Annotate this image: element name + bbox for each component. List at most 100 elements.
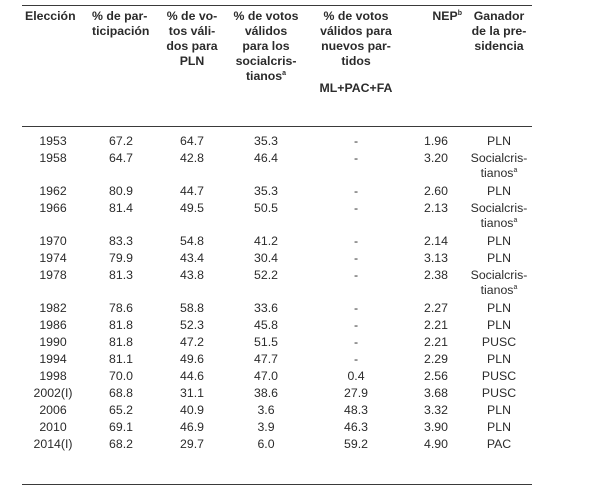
cell-social: 33.6 — [254, 301, 278, 315]
header-line: tianosa — [228, 69, 304, 84]
cell-nuevos: 0.4 — [347, 369, 365, 383]
table-body: 1953 67.2 64.7 35.3 - 1.96 PLN 1958 64.7 42.8 46.4… — [22, 120, 532, 454]
cell-pln: 47.2 — [180, 335, 204, 349]
cell-social: 3.6 — [257, 403, 275, 417]
ganador-line: Socialcris- — [468, 151, 530, 166]
cell-eleccion: 1962 — [39, 184, 67, 198]
cell-pln: 31.1 — [180, 386, 204, 400]
ganador-text: PLN — [487, 403, 511, 417]
cell-pln: 40.9 — [180, 403, 204, 417]
ganador-text: PLN — [487, 352, 511, 366]
cell-nep: 2.21 — [424, 335, 448, 349]
cell-pln: 64.7 — [180, 134, 204, 148]
ganador-line: Socialcris- — [468, 268, 530, 283]
ganador-text: tianos — [480, 283, 514, 297]
cell-ganador: PLN — [466, 318, 532, 335]
cell-social: 50.5 — [254, 201, 278, 215]
table-row: 1970 83.3 54.8 41.2 - 2.14 PLN — [22, 234, 532, 251]
header-eleccion: Elección — [22, 9, 84, 120]
ganador-text: Socialcris- — [470, 151, 528, 165]
ganador-line: PUSC — [468, 369, 530, 384]
cell-participacion: 69.1 — [109, 420, 133, 434]
cell-nep: 3.32 — [424, 403, 448, 417]
cell-eleccion: 2010 — [39, 420, 67, 434]
ganador-text: Socialcris- — [470, 268, 528, 282]
cell-participacion: 81.1 — [109, 352, 133, 366]
cell-participacion: 70.0 — [109, 369, 133, 383]
cell-nuevos: - — [353, 251, 359, 265]
ganador-line: tianosa — [468, 166, 530, 181]
header-nep-text: NEP — [432, 9, 458, 23]
cell-participacion: 68.2 — [109, 437, 133, 451]
table-row: 1986 81.8 52.3 45.8 - 2.21 PLN — [22, 318, 532, 335]
header-line: % de par- — [92, 9, 148, 23]
cell-eleccion: 2014(I) — [33, 437, 73, 451]
cell-social: 35.3 — [254, 184, 278, 198]
cell-pln: 43.8 — [180, 268, 204, 282]
header-line: % de votos — [233, 9, 299, 23]
table-row: 2014(I) 68.2 29.7 6.0 59.2 4.90 PAC — [22, 437, 532, 454]
table-row: 2006 65.2 40.9 3.6 48.3 3.32 PLN — [22, 403, 532, 420]
footnote-mark: a — [282, 70, 287, 77]
cell-ganador: PLN — [466, 134, 532, 151]
cell-ganador: PLN — [466, 352, 532, 369]
header-line: sidencia — [474, 39, 524, 53]
table-row: 1990 81.8 47.2 51.5 - 2.21 PUSC — [22, 335, 532, 352]
cell-ganador: PLN — [466, 403, 532, 420]
body-spacer — [22, 120, 532, 134]
ganador-line: PUSC — [468, 386, 530, 401]
cell-eleccion: 2002(I) — [33, 386, 73, 400]
header-parties-subtitle: ML+PAC+FA — [319, 81, 393, 95]
cell-social: 41.2 — [254, 234, 278, 248]
ganador-text: PUSC — [481, 369, 517, 383]
header-line: ticipación — [92, 24, 150, 38]
header-nep: NEPb — [406, 9, 466, 120]
header-line: tos váli- — [168, 24, 216, 38]
cell-social: 47.7 — [254, 352, 278, 366]
cell-pln: 58.8 — [180, 301, 204, 315]
cell-pln: 42.8 — [180, 151, 204, 165]
table-row: 1978 81.3 43.8 52.2 - 2.38 Socialcris-tianosa — [22, 268, 532, 301]
ganador-line: PLN — [468, 251, 530, 266]
cell-pln: 52.3 — [180, 318, 204, 332]
ganador-text: tianos — [480, 166, 514, 180]
cell-nuevos: - — [353, 134, 359, 148]
cell-nep: 3.13 — [424, 251, 448, 265]
ganador-text: PLN — [487, 318, 511, 332]
table-row: 1966 81.4 49.5 50.5 - 2.13 Socialcris-tianosa — [22, 201, 532, 234]
cell-ganador: PLN — [466, 234, 532, 251]
cell-social: 47.0 — [254, 369, 278, 383]
cell-nep: 3.20 — [424, 151, 448, 165]
ganador-text: PLN — [487, 184, 511, 198]
cell-nuevos: - — [353, 335, 359, 349]
cell-social: 3.9 — [257, 420, 275, 434]
cell-pln: 49.5 — [180, 201, 204, 215]
cell-eleccion: 1994 — [39, 352, 67, 366]
election-table: Elección % de par- ticipación % de vo- t… — [22, 9, 532, 454]
table-row: 2002(I) 68.8 31.1 38.6 27.9 3.68 PUSC — [22, 386, 532, 403]
ganador-line: PLN — [468, 184, 530, 199]
cell-eleccion: 2006 — [39, 403, 67, 417]
cell-nuevos: - — [353, 151, 359, 165]
footnote-mark: a — [513, 167, 518, 174]
cell-eleccion: 1998 — [39, 369, 67, 383]
cell-pln: 29.7 — [180, 437, 204, 451]
cell-pln: 46.9 — [180, 420, 204, 434]
ganador-text: tianos — [480, 216, 514, 230]
cell-nep: 3.68 — [424, 386, 448, 400]
header-pln: % de vo- tos váli- dos para PLN — [158, 9, 226, 120]
cell-pln: 44.7 — [180, 184, 204, 198]
cell-nuevos: 27.9 — [344, 386, 368, 400]
header-line: para los — [242, 39, 290, 53]
ganador-line: tianosa — [468, 216, 530, 231]
ganador-text: PLN — [487, 251, 511, 265]
ganador-line: PLN — [468, 318, 530, 333]
cell-nuevos: - — [353, 201, 359, 215]
bottom-rule — [22, 484, 532, 485]
ganador-line: PLN — [468, 301, 530, 316]
cell-nuevos: - — [353, 318, 359, 332]
cell-participacion: 67.2 — [109, 134, 133, 148]
ganador-text: PUSC — [481, 335, 517, 349]
cell-nuevos: - — [353, 268, 359, 282]
